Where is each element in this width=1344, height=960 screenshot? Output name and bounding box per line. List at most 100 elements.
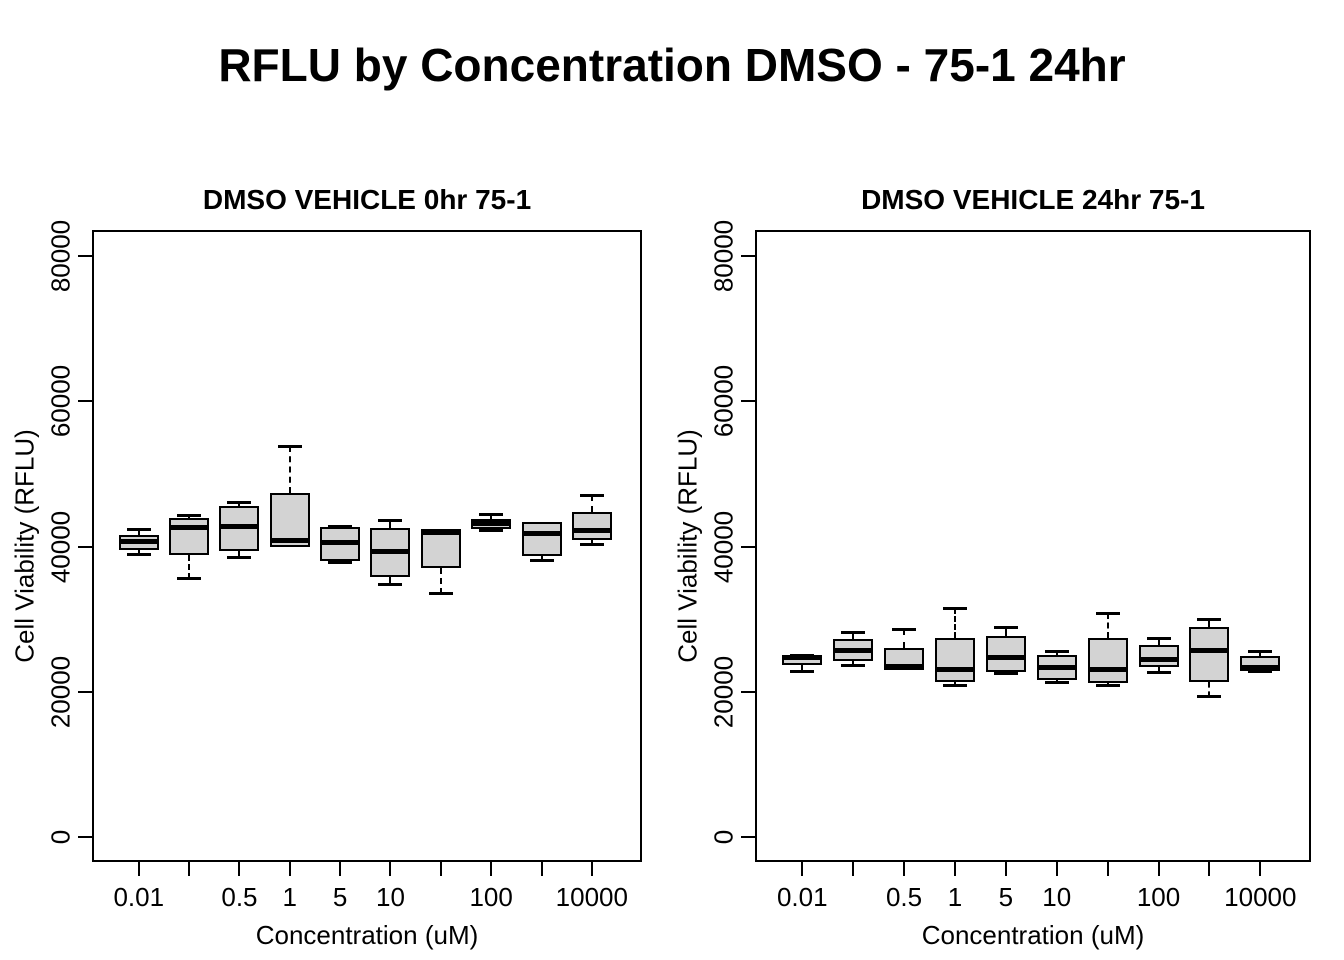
upper-whisker (1055, 650, 1058, 656)
lower-whisker-cap (1197, 695, 1222, 699)
lower-whisker (389, 577, 392, 586)
lower-whisker-cap (1095, 683, 1120, 687)
plot-area-0hr: 0 20000 40000 60000 80000 0.01 0.5 1 5 10 100 10000 (46, 220, 642, 912)
box (169, 517, 210, 556)
upper-whisker-cap (579, 494, 604, 498)
y-tick (78, 691, 92, 694)
x-tick (953, 862, 956, 876)
median-line (884, 664, 925, 670)
y-axis-label-0hr: Cell Viability (RFLU) (9, 429, 40, 663)
y-tick (78, 400, 92, 403)
median-line (782, 654, 823, 660)
box (571, 511, 612, 541)
y-tick (741, 836, 755, 839)
upper-whisker (490, 514, 493, 520)
median-line (219, 523, 260, 529)
upper-whisker (137, 528, 140, 536)
x-tick-label: 10000 (1224, 882, 1297, 912)
x-tick (288, 862, 291, 876)
y-tick (741, 400, 755, 403)
x-tick (1004, 862, 1007, 876)
y-tick-label: 40000 (45, 510, 76, 583)
box (1189, 627, 1230, 682)
x-tick-label: 1 (947, 882, 963, 912)
lower-whisker (137, 549, 140, 556)
upper-whisker-cap (1248, 649, 1273, 653)
lower-whisker (590, 540, 593, 545)
x-tick-label: 5 (332, 882, 348, 912)
upper-whisker-cap (1197, 618, 1222, 622)
y-axis-label-24hr: Cell Viability (RFLU) (672, 429, 703, 663)
box (934, 637, 975, 682)
x-tick-label: 5 (998, 882, 1014, 912)
median-line (571, 528, 612, 534)
upper-whisker-cap (177, 513, 202, 517)
upper-whisker-cap (227, 500, 252, 504)
median-line (1036, 664, 1077, 670)
y-tick (78, 836, 92, 839)
upper-whisker (1157, 637, 1160, 645)
upper-whisker (903, 628, 906, 649)
x-tick (1106, 862, 1109, 876)
y-tick (78, 254, 92, 257)
x-tick (238, 862, 241, 876)
lower-whisker-cap (1044, 680, 1069, 684)
lower-whisker (439, 567, 442, 594)
lower-whisker-cap (177, 577, 202, 581)
lower-whisker (953, 681, 956, 687)
upper-whisker (389, 519, 392, 528)
upper-whisker (1259, 650, 1262, 656)
x-tick (137, 862, 140, 876)
x-tick (540, 862, 543, 876)
x-axis-label-0hr: Concentration (uM) (255, 920, 479, 950)
x-tick (1259, 862, 1262, 876)
plot-area-24hr: 0 20000 40000 60000 80000 0.01 0.5 1 5 10 100 10000 (709, 220, 1311, 912)
lower-whisker-cap (428, 591, 453, 595)
upper-whisker-cap (841, 630, 866, 634)
median-line (1087, 667, 1128, 673)
upper-whisker (1208, 619, 1211, 628)
y-tick (741, 254, 755, 257)
x-tick-label: 10000 (555, 882, 628, 912)
upper-whisker (953, 607, 956, 638)
median-line (1138, 656, 1179, 662)
upper-whisker-cap (942, 606, 967, 610)
lower-whisker (801, 665, 804, 672)
upper-whisker-cap (479, 513, 504, 517)
upper-whisker-cap (1146, 636, 1171, 640)
lower-whisker-cap (1248, 670, 1273, 674)
x-tick (590, 862, 593, 876)
x-tick-label: 0.5 (885, 882, 923, 912)
upper-whisker (238, 501, 241, 507)
upper-whisker-cap (1044, 649, 1069, 653)
x-tick (1157, 862, 1160, 876)
panel-title-24hr: DMSO VEHICLE 24hr 75-1 (861, 184, 1205, 215)
box (1087, 638, 1128, 683)
median-line (1240, 664, 1281, 670)
lower-whisker (1157, 667, 1160, 674)
lower-whisker (188, 555, 191, 580)
x-tick (903, 862, 906, 876)
upper-whisker-cap (378, 518, 403, 522)
y-tick (741, 545, 755, 548)
median-line (521, 531, 562, 537)
x-tick-label: 0.01 (776, 882, 828, 912)
lower-whisker-cap (1146, 671, 1171, 675)
lower-whisker-cap (378, 583, 403, 587)
box (985, 636, 1026, 673)
x-tick-label: 1 (282, 882, 298, 912)
x-tick (339, 862, 342, 876)
lower-whisker-cap (942, 684, 967, 688)
y-tick (78, 545, 92, 548)
lower-whisker-cap (993, 671, 1018, 675)
upper-whisker-cap (993, 626, 1018, 630)
median-line (169, 525, 210, 531)
y-tick-label: 80000 (708, 219, 739, 293)
main-title: RFLU by Concentration DMSO - 75-1 24hr (218, 39, 1126, 91)
upper-whisker-cap (892, 627, 917, 631)
median-line (985, 655, 1026, 661)
x-tick (188, 862, 191, 876)
y-tick-label: 60000 (708, 365, 739, 438)
median-line (269, 537, 310, 543)
